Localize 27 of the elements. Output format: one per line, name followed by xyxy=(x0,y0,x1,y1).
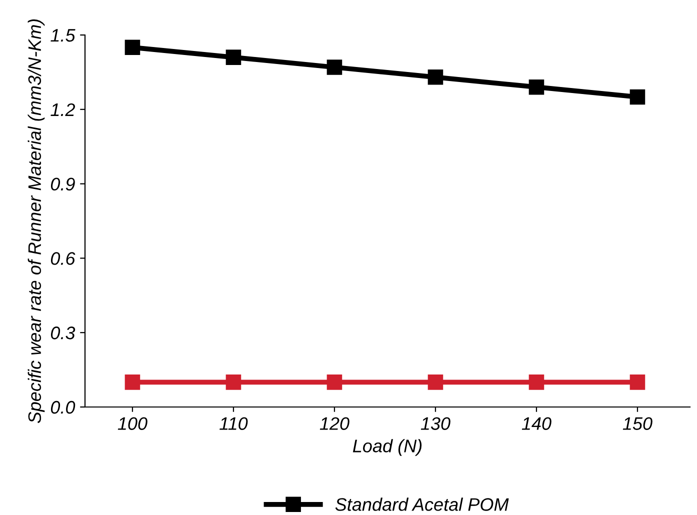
y-tick-label: 1.5 xyxy=(50,29,76,42)
point xyxy=(226,50,242,65)
point xyxy=(528,374,544,390)
legend-label: Standard Acetal POM xyxy=(335,498,509,511)
y-axis-title: Specific wear rate of Runner Material (mm3/N-Km) xyxy=(28,19,45,424)
y-tick-label: 0.3 xyxy=(50,326,76,340)
point xyxy=(124,40,140,56)
point xyxy=(630,89,646,105)
y-tick-label: 0.0 xyxy=(50,400,76,414)
point xyxy=(326,60,342,75)
x-tick-label: 120 xyxy=(320,417,350,430)
point xyxy=(630,374,646,390)
y-tick-label: 1.2 xyxy=(50,103,76,116)
x-axis-title: Load (N) xyxy=(352,439,422,456)
point xyxy=(528,79,544,95)
x-tick-label: 150 xyxy=(622,417,652,430)
point xyxy=(428,374,444,390)
y-tick-label: 0.9 xyxy=(50,178,75,191)
point xyxy=(428,70,444,85)
point xyxy=(124,374,140,390)
point xyxy=(226,374,242,390)
x-tick-label: 110 xyxy=(220,417,248,430)
x-tick-label: 130 xyxy=(420,417,450,430)
x-tick-label: 100 xyxy=(118,417,148,430)
x-tick-label: 140 xyxy=(522,417,552,430)
point xyxy=(326,374,342,390)
y-tick-label: 0.6 xyxy=(50,252,76,265)
